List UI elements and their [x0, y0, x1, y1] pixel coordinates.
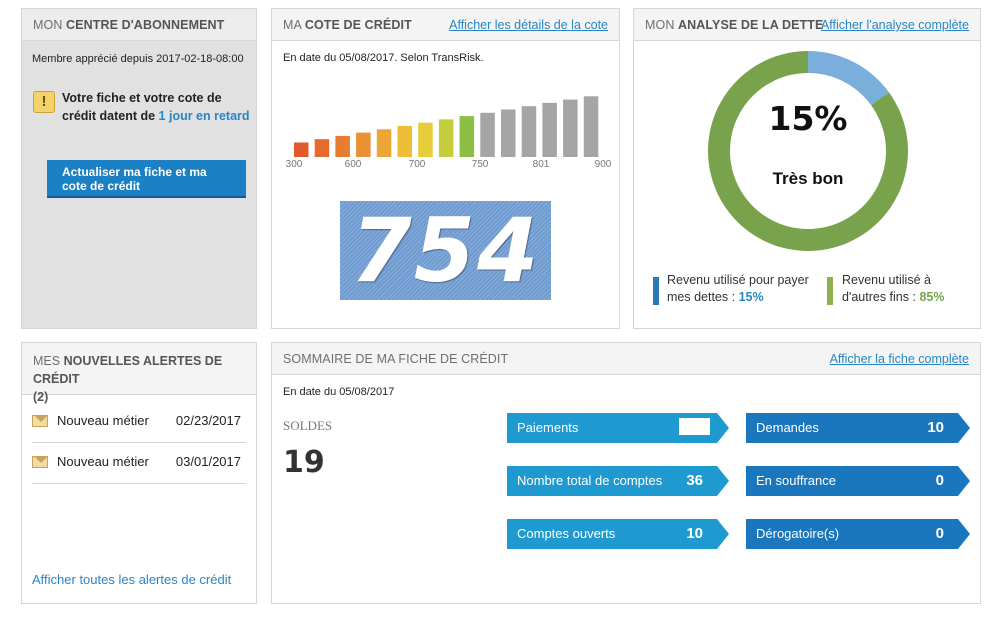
report-summary-header: Sommaire de ma fiche de crédit Afficher … — [272, 343, 980, 375]
score-scale-bar — [501, 109, 516, 157]
stat-payments[interactable]: Paiements1 — [507, 413, 729, 443]
alert-label: Nouveau métier — [57, 454, 149, 469]
legend-debt-text: Revenu utilisé pour payer mes dettes : 1… — [667, 273, 809, 304]
score-tick-label: 700 — [408, 159, 426, 170]
credit-report-summary-panel: Sommaire de ma fiche de crédit Afficher … — [271, 342, 981, 604]
debt-rating: Très bon — [772, 169, 844, 188]
debt-analysis-title: Mon Analyse de la dette — [645, 18, 824, 32]
balances-value: 19 — [283, 445, 325, 480]
member-since-text: Membre apprécié depuis 2017-02-18-08:00 — [32, 53, 244, 65]
credit-alerts-panel: Mes Nouvelles alertes de crédit (2) Nouve… — [21, 342, 257, 604]
update-report-button[interactable]: Actualiser ma fiche et ma cote de crédit — [47, 160, 246, 198]
debt-analysis-header: Mon Analyse de la dette Afficher l'analy… — [634, 9, 980, 41]
stat-value: 10 — [927, 419, 944, 436]
stat-open-accounts[interactable]: Comptes ouverts 10 — [507, 519, 729, 549]
legend-other-text: Revenu utilisé à d'autres fins : 85% — [842, 273, 945, 304]
stat-derogatory[interactable]: Dérogatoire(s) 0 — [746, 519, 970, 549]
debt-analysis-link[interactable]: Afficher l'analyse complète — [820, 18, 969, 32]
score-tick-label: 900 — [594, 159, 612, 170]
score-scale-bar — [356, 132, 371, 157]
redaction-block — [330, 445, 402, 479]
score-tick-label: 300 — [285, 159, 303, 170]
score-scale-bars — [294, 96, 599, 157]
score-scale-bar — [397, 125, 412, 157]
score-scale-bar — [438, 119, 454, 157]
stat-past-due[interactable]: En souffrance 0 — [746, 466, 970, 496]
score-scale-bar — [583, 96, 599, 157]
late-days-link[interactable]: 1 jour en retard — [158, 109, 250, 123]
stat-arrow-shape — [746, 413, 970, 443]
debt-analysis-panel: Mon Analyse de la dette Afficher l'analy… — [633, 8, 981, 329]
alert-date: 02/23/2017 — [175, 413, 241, 428]
all-alerts-link[interactable]: Afficher toutes les alertes de crédit — [32, 572, 232, 587]
stat-label: Paiements — [517, 420, 579, 435]
score-scale-bar — [314, 139, 330, 157]
stat-value: 10 — [686, 525, 703, 542]
credit-alerts-title: Mes Nouvelles alertes de crédit (2) — [33, 354, 223, 404]
score-tick-label: 600 — [344, 159, 362, 170]
subscription-panel: Mon Centre d'abonnement Membre apprécié … — [21, 8, 257, 329]
score-scale-bar — [480, 112, 495, 157]
stat-value: 0 — [935, 472, 944, 489]
stat-label: Dérogatoire(s) — [756, 526, 840, 541]
score-tick-label: 750 — [471, 159, 489, 170]
stat-inquiries[interactable]: Demandes 10 — [746, 413, 970, 443]
legend-debt-swatch — [653, 277, 659, 305]
stat-arrow-shape — [507, 466, 729, 496]
stat-label: Demandes — [756, 420, 819, 435]
score-scale-ticks: 300 600 700 750 801 900 — [272, 159, 621, 175]
stat-arrow-shape — [746, 466, 970, 496]
alert-item[interactable]: Nouveau métier 02/23/2017 — [32, 402, 246, 443]
stat-arrow-shape — [507, 519, 729, 549]
donut-slice-debt — [808, 51, 889, 106]
balances-label: Soldes — [283, 418, 333, 433]
alert-item[interactable]: Nouveau métier 03/01/2017 — [32, 443, 246, 484]
score-scale-bar — [521, 106, 537, 157]
credit-score-title: Ma Cote de crédit — [283, 18, 412, 32]
warning-message: Votre fiche et votre cote de crédit date… — [62, 91, 250, 123]
score-as-of-date: En date du 05/08/2017. Selon TransRisk. — [283, 52, 484, 64]
score-details-link[interactable]: Afficher les détails de la cote — [449, 18, 608, 32]
stat-total-accounts[interactable]: Nombre total de comptes 36 — [507, 466, 729, 496]
stat-label: En souffrance — [756, 473, 836, 488]
full-report-link[interactable]: Afficher la fiche complète — [829, 352, 969, 366]
report-summary-title: Sommaire de ma fiche de crédit — [283, 352, 509, 366]
stat-value: 0 — [935, 525, 944, 542]
score-tick-label: 801 — [532, 159, 550, 170]
legend-other-swatch — [827, 277, 833, 305]
redaction-block — [679, 418, 710, 435]
score-scale-bar — [294, 142, 309, 157]
score-scale-bar — [335, 135, 350, 157]
debt-percent: 15% — [768, 99, 848, 138]
score-scale-bar — [376, 129, 392, 157]
warning-icon: ! — [33, 91, 55, 113]
credit-alerts-header: Mes Nouvelles alertes de crédit (2) — [22, 343, 256, 404]
score-scale-bar — [418, 122, 433, 157]
envelope-icon — [32, 415, 48, 427]
stat-arrow-shape — [746, 519, 970, 549]
score-scale-bar — [542, 102, 557, 157]
credit-score-panel: Ma Cote de crédit Afficher les détails d… — [271, 8, 620, 329]
report-as-of-date: En date du 05/08/2017 — [283, 386, 395, 398]
stat-arrow-shape — [507, 413, 729, 443]
alert-label: Nouveau métier — [57, 413, 149, 428]
subscription-header: Mon Centre d'abonnement — [22, 9, 256, 41]
score-scale-bar — [563, 99, 578, 157]
stat-label: Comptes ouverts — [517, 526, 616, 541]
debt-donut-chart — [708, 51, 908, 251]
alert-date: 03/01/2017 — [175, 454, 241, 469]
stat-label: Nombre total de comptes — [517, 473, 663, 488]
stat-value: 36 — [686, 472, 703, 489]
credit-score-header: Ma Cote de crédit Afficher les détails d… — [272, 9, 619, 41]
subscription-title: Mon Centre d'abonnement — [33, 18, 225, 32]
credit-score-value: 754 — [340, 201, 551, 300]
envelope-icon — [32, 456, 48, 468]
score-scale-bar — [459, 116, 475, 157]
